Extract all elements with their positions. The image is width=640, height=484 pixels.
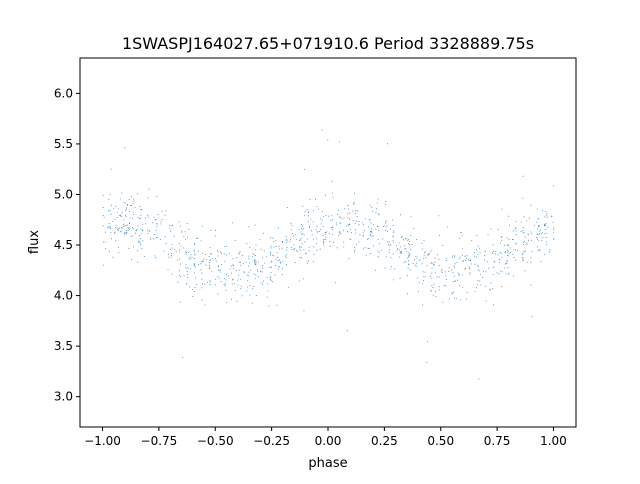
- x-tick-label: −1.00: [84, 434, 121, 448]
- x-tick-label: −0.75: [141, 434, 178, 448]
- x-tick-label: −0.50: [197, 434, 234, 448]
- x-tick-label: 0.00: [315, 434, 342, 448]
- x-axis-label: phase: [308, 456, 347, 471]
- y-tick-label: 3.0: [54, 390, 73, 404]
- chart-title: 1SWASPJ164027.65+071910.6 Period 3328889…: [122, 34, 534, 53]
- x-tick-label: 0.50: [427, 434, 454, 448]
- y-tick-label: 4.5: [54, 238, 73, 252]
- x-tick-label: −0.25: [253, 434, 290, 448]
- y-tick-label: 5.0: [54, 187, 73, 201]
- y-axis: 3.0 3.5 4.0 4.5 5.0 5.5 6.0: [54, 86, 80, 404]
- y-tick-label: 4.0: [54, 289, 73, 303]
- x-tick-label: 0.25: [371, 434, 398, 448]
- x-axis: −1.00 −0.75 −0.50 −0.25 0.00 0.25 0.50 0.75 1.00: [84, 427, 567, 448]
- x-tick-label: 1.00: [540, 434, 567, 448]
- y-tick-label: 5.5: [54, 137, 73, 151]
- y-axis-label: flux: [27, 230, 42, 254]
- y-tick-label: 6.0: [54, 86, 73, 100]
- x-tick-label: 0.75: [484, 434, 511, 448]
- y-tick-label: 3.5: [54, 339, 73, 353]
